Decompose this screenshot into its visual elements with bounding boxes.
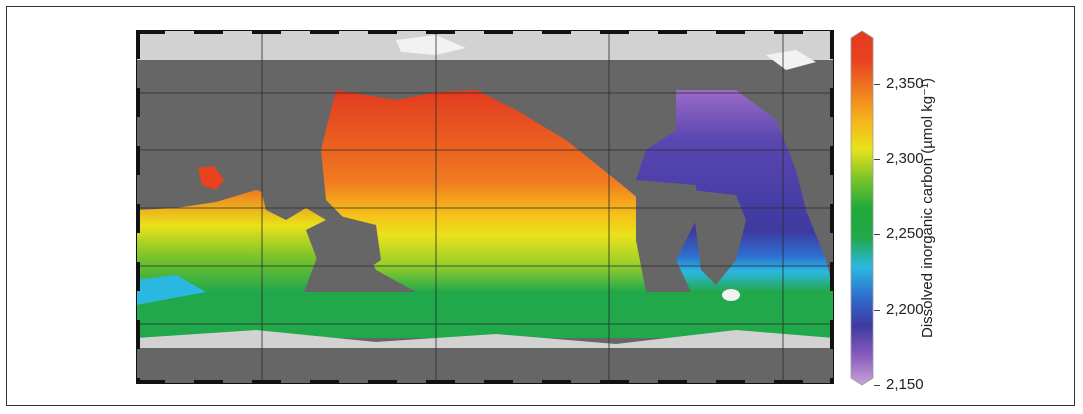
arctic-snow-1	[396, 35, 466, 55]
border-segment	[830, 88, 834, 117]
border-segment	[600, 30, 629, 34]
border-segment	[136, 262, 140, 291]
dic-world-map	[136, 30, 834, 384]
border-segment	[830, 146, 834, 175]
colorbar-svg	[850, 30, 874, 386]
border-segment	[136, 204, 140, 233]
indian-ocean-southwest	[136, 275, 206, 305]
border-segment	[658, 30, 687, 34]
colorbar-tick-label: 2,350	[886, 74, 924, 92]
border-segment	[484, 30, 513, 34]
border-segment	[830, 320, 834, 349]
border-segment	[194, 30, 223, 34]
border-segment	[136, 380, 165, 384]
border-segment	[136, 30, 165, 34]
border-segment	[426, 380, 455, 384]
colorbar	[850, 30, 874, 386]
arctic-snow-2	[766, 50, 816, 70]
colorbar-tick-label: 2,200	[886, 300, 924, 318]
border-segment	[368, 30, 397, 34]
border-segment	[310, 30, 339, 34]
border-segment	[136, 88, 140, 117]
colorbar-tick-label: 2,300	[886, 150, 924, 168]
antarctica-landmass	[136, 348, 834, 384]
colorbar-tick-label: 2,250	[886, 225, 924, 243]
border-segment	[542, 30, 571, 34]
africa-landmass	[691, 190, 746, 285]
border-segment	[716, 30, 745, 34]
map-border	[136, 30, 834, 384]
colorbar-tickmark	[874, 309, 880, 311]
map-svg	[136, 30, 834, 384]
colorbar-tickmark	[874, 385, 880, 386]
colorbar-title: Dissolved inorganic carbon (µmol kg⁻¹)	[919, 78, 936, 338]
antarctic-peninsula-ice	[722, 289, 740, 301]
map-graticule	[136, 30, 834, 384]
border-segment	[484, 380, 513, 384]
australia-landmass	[306, 215, 381, 280]
colorbar-tick-label: 2,150	[886, 376, 924, 393]
atlantic-ocean	[636, 90, 834, 292]
colorbar-tickmark	[874, 234, 880, 236]
india-landmass	[256, 160, 316, 220]
border-segment	[252, 30, 281, 34]
colorbar-bar	[850, 30, 874, 386]
border-segment	[426, 30, 455, 34]
border-segment	[542, 380, 571, 384]
colorbar-tickmark	[874, 159, 880, 161]
border-segment	[194, 380, 223, 384]
border-segment	[252, 380, 281, 384]
arctic-ice	[136, 30, 834, 60]
arabian-sea-hotspot	[198, 166, 224, 190]
border-segment	[830, 262, 834, 291]
border-segment	[136, 30, 140, 59]
border-segment	[774, 30, 803, 34]
border-segment	[600, 380, 629, 384]
border-segment	[774, 380, 803, 384]
border-segment	[830, 378, 834, 384]
border-segment	[136, 378, 140, 384]
pacific-ocean	[321, 90, 646, 292]
northern-continents	[136, 60, 834, 190]
border-segment	[310, 380, 339, 384]
border-segment	[136, 146, 140, 175]
border-segment	[368, 380, 397, 384]
colorbar-tickmark	[874, 83, 880, 85]
border-segment	[830, 204, 834, 233]
border-segment	[716, 380, 745, 384]
border-segment	[136, 320, 140, 349]
border-segment	[658, 380, 687, 384]
border-segment	[830, 30, 834, 59]
